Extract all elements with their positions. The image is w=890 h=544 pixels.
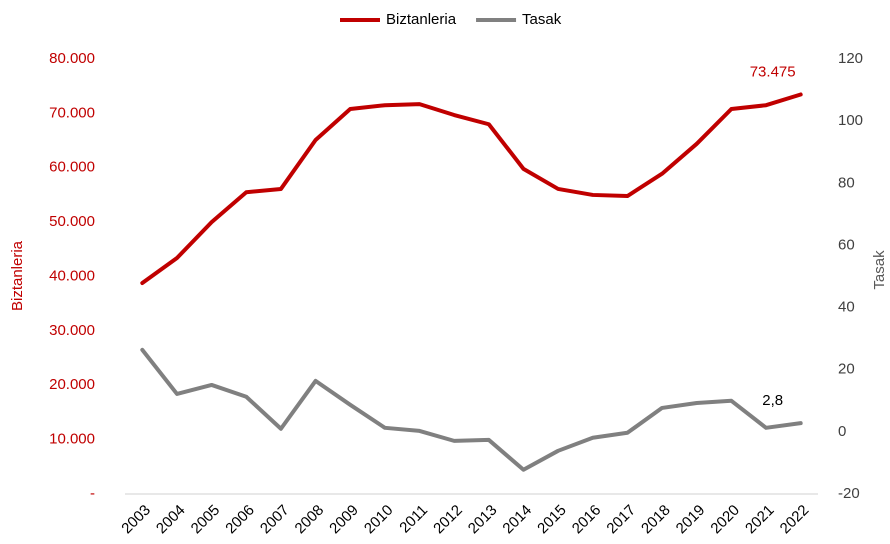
legend-label: Tasak (522, 11, 562, 28)
x-tick-label: 2021 (742, 502, 778, 538)
x-tick-label: 2011 (396, 502, 431, 537)
y2-tick-label: 60 (838, 236, 855, 253)
x-tick-label: 2006 (222, 502, 258, 538)
y2-tick-label: 0 (838, 423, 846, 440)
y-tick-label: 20.000 (49, 376, 95, 393)
x-tick-label: 2017 (603, 502, 639, 538)
x-tick-label: 2004 (153, 502, 189, 538)
y-tick-label: 10.000 (49, 431, 95, 448)
y-tick-label: 50.000 (49, 213, 95, 230)
x-tick-label: 2005 (188, 502, 224, 538)
x-tick-label: 2008 (292, 502, 328, 538)
x-tick-label: 2015 (534, 502, 570, 538)
legend-label: Biztanleria (386, 11, 457, 28)
y-tick-label: - (90, 485, 95, 502)
y2-tick-label: 80 (838, 174, 855, 191)
y-tick-label: 70.000 (49, 104, 95, 121)
y2-tick-label: -20 (838, 485, 860, 502)
x-tick-label: 2014 (499, 502, 535, 538)
y-tick-label: 60.000 (49, 159, 95, 176)
y2-axis-title: Tasak (871, 250, 888, 290)
x-tick-label: 2010 (361, 502, 397, 538)
x-tick-label: 2013 (465, 502, 501, 538)
y2-tick-label: 100 (838, 112, 863, 129)
y-tick-label: 30.000 (49, 322, 95, 339)
x-tick-label: 2012 (430, 502, 466, 538)
x-tick-label: 2020 (707, 502, 743, 538)
y-tick-label: 40.000 (49, 267, 95, 284)
data-label: 73.475 (750, 63, 796, 80)
x-tick-label: 2009 (326, 502, 362, 538)
y2-tick-label: 20 (838, 361, 855, 378)
series-line (140, 92, 803, 286)
series-line (140, 347, 803, 472)
x-tick-label: 2019 (673, 502, 709, 538)
data-label: 2,8 (762, 392, 783, 409)
y-axis-title: Biztanleria (9, 240, 26, 311)
x-tick-label: 2016 (569, 502, 605, 538)
y2-tick-label: 120 (838, 50, 863, 67)
x-tick-label: 2022 (777, 502, 813, 538)
y-tick-label: 80.000 (49, 50, 95, 67)
y2-tick-label: 40 (838, 299, 855, 316)
x-tick-label: 2003 (118, 502, 154, 538)
x-tick-label: 2018 (638, 502, 674, 538)
x-tick-label: 2007 (257, 502, 293, 538)
